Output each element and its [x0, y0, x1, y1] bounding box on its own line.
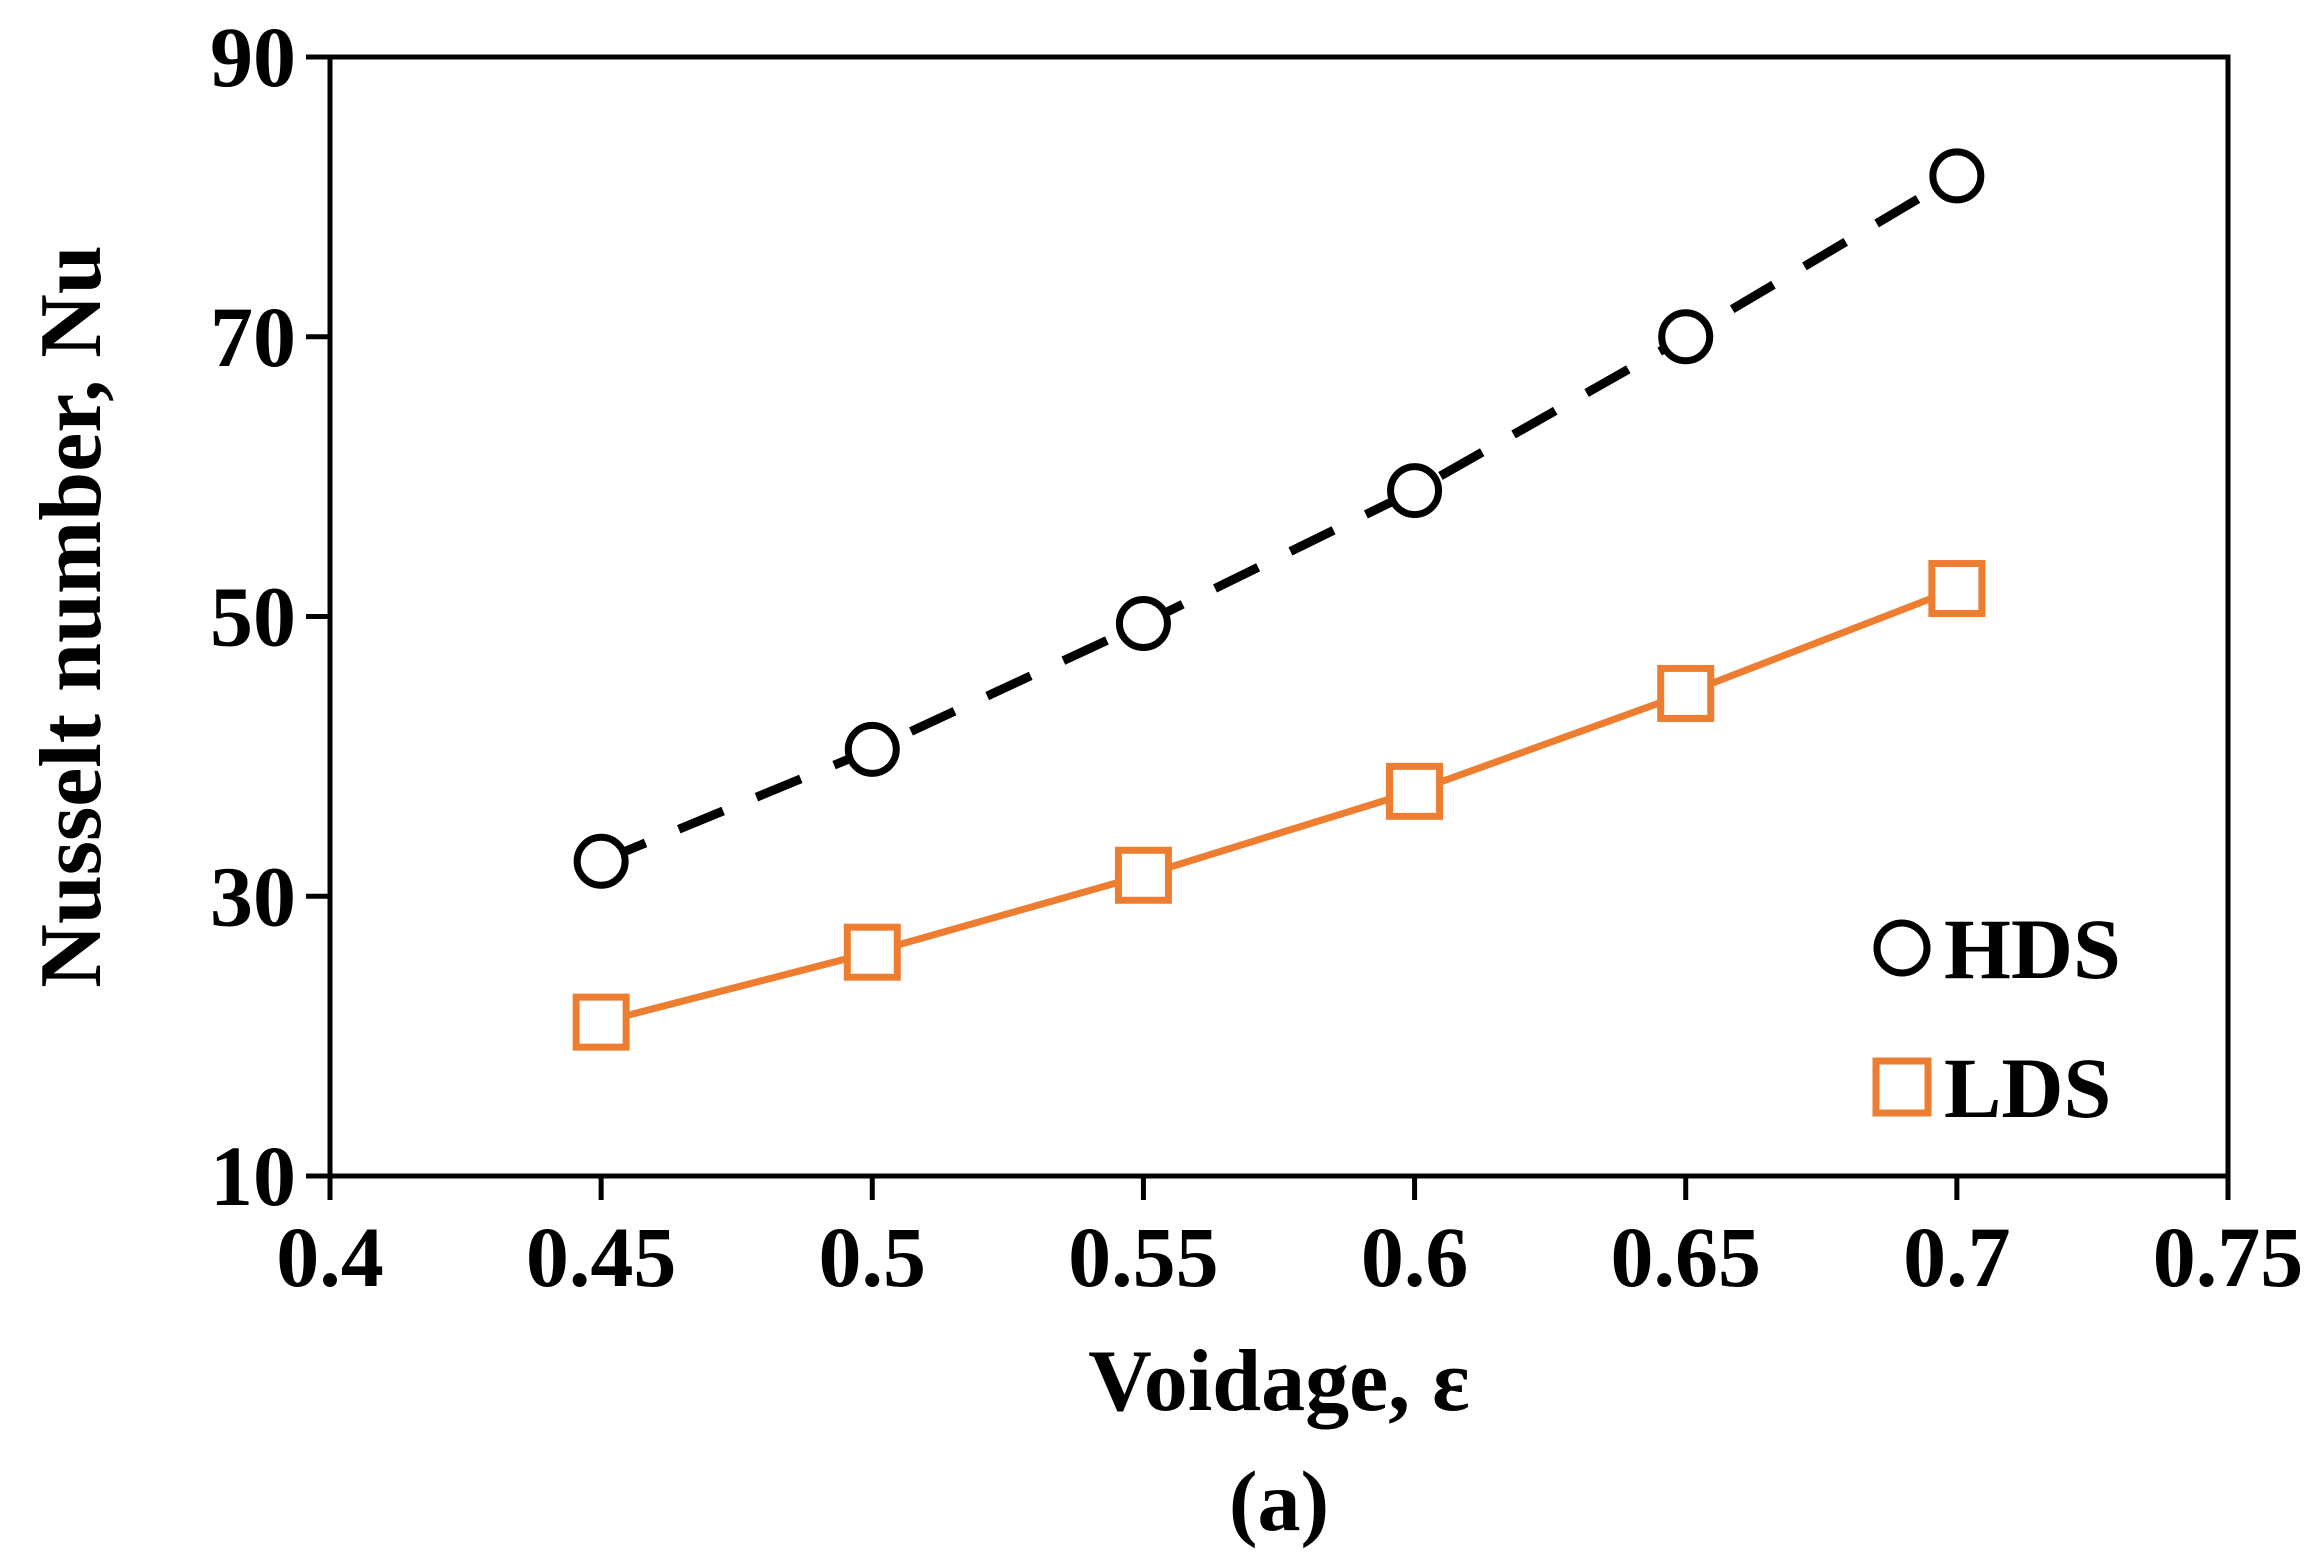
data-point-lds [1928, 560, 1986, 618]
data-point-lds [1657, 664, 1715, 722]
legend-marker-lds [1872, 1057, 1932, 1117]
x-tick-label: 0.5 [819, 1209, 927, 1305]
legend: HDS LDS [1872, 901, 2121, 1136]
data-point-lds [1386, 762, 1444, 820]
data-point-hds [1929, 148, 1985, 204]
x-tick-label: 0.75 [2153, 1209, 2304, 1305]
x-tick-label: 0.4 [276, 1209, 384, 1305]
y-axis-title: Nusselt number, Nu [23, 245, 120, 987]
x-axis-title: Voidage, ε [1088, 1333, 1470, 1430]
x-tick-label: 0.65 [1610, 1209, 1761, 1305]
x-tick-label: 0.6 [1361, 1209, 1469, 1305]
data-point-hds [573, 833, 629, 889]
y-tick-label: 30 [210, 848, 296, 944]
series-line-lds [600, 585, 1959, 1026]
data-point-lds [843, 923, 901, 981]
legend-marker-hds [1873, 919, 1931, 977]
series-lds [572, 560, 1986, 1051]
data-point-hds [1387, 463, 1443, 519]
data-point-hds [844, 721, 900, 777]
y-tick-label: 70 [210, 289, 296, 385]
x-tick-label: 0.55 [1068, 1209, 1219, 1305]
axis-ticks: 10 30 50 70 90 0.4 0.45 0.5 0.55 0.6 0.65 0.7 0.75 [210, 9, 2303, 1305]
figure-caption: (a) [1229, 1453, 1329, 1549]
data-point-lds [572, 993, 630, 1051]
y-tick-label: 90 [210, 9, 296, 105]
legend-label-hds: HDS [1944, 901, 2121, 997]
y-tick-label: 10 [210, 1128, 296, 1224]
legend-label-lds: LDS [1944, 1040, 2111, 1136]
y-tick-label: 50 [210, 569, 296, 665]
series-line-hds [599, 172, 1960, 866]
series-layer [572, 148, 1986, 1051]
series-hds [573, 148, 1985, 889]
data-point-lds [1114, 846, 1172, 904]
x-tick-label: 0.7 [1903, 1209, 2011, 1305]
data-point-hds [1115, 595, 1171, 651]
data-point-hds [1658, 309, 1714, 365]
x-tick-label: 0.45 [526, 1209, 677, 1305]
